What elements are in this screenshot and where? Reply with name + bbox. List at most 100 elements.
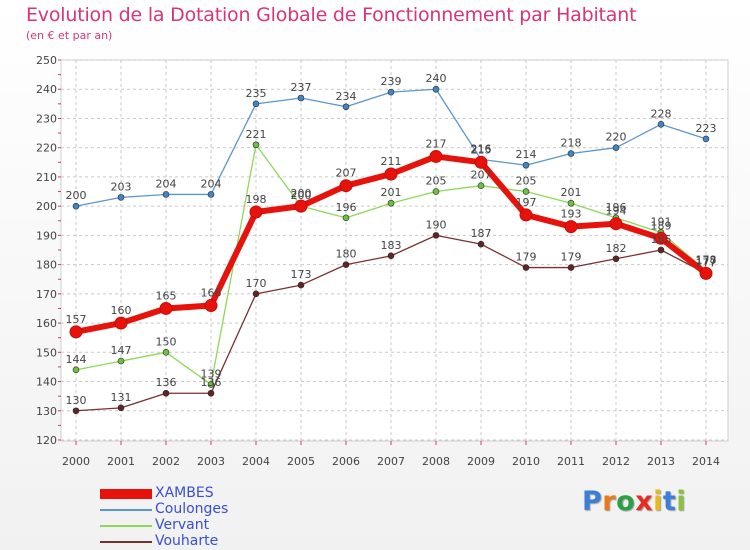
y-tick-label: 200: [36, 200, 57, 213]
x-tick-label: 2006: [332, 455, 360, 468]
data-point-vervant: [522, 188, 530, 195]
data-label-coulonges: 220: [606, 131, 627, 144]
data-label-vouharte: 136: [156, 376, 177, 389]
data-label-xambes: 189: [651, 219, 672, 232]
data-point-vouharte: [657, 246, 665, 254]
data-point-vouharte: [162, 389, 170, 397]
data-point-vervant: [342, 214, 350, 222]
data-label-vouharte: 183: [381, 239, 402, 252]
data-label-coulonges: 214: [516, 148, 537, 161]
legend-label: XAMBES: [155, 485, 214, 501]
data-label-xambes: 157: [66, 313, 87, 326]
data-label-coulonges: 235: [246, 87, 267, 100]
y-tick-label: 130: [36, 405, 57, 418]
legend: XAMBES Coulonges Vervant Vouharte: [100, 485, 300, 550]
data-point-vervant: [72, 366, 80, 374]
data-point-vervant: [117, 357, 125, 365]
data-label-coulonges: 204: [201, 177, 222, 190]
data-point-vouharte: [342, 261, 350, 268]
legend-swatch: [100, 540, 152, 544]
data-point-vouharte: [567, 264, 575, 271]
data-point-coulonges: [162, 191, 170, 198]
data-label-vervant: 205: [426, 175, 447, 188]
data-point-coulonges: [567, 150, 575, 157]
data-label-vervant: 147: [111, 344, 132, 357]
data-label-coulonges: 239: [381, 75, 402, 88]
data-label-vervant: 144: [66, 353, 87, 366]
data-point-vervant: [252, 141, 260, 149]
data-point-xambes: [609, 217, 623, 231]
legend-swatch: [100, 524, 152, 528]
data-point-coulonges: [207, 191, 215, 198]
data-point-xambes: [204, 299, 218, 313]
data-label-coulonges: 216: [471, 142, 492, 155]
legend-swatch: [100, 508, 152, 512]
data-point-vouharte: [387, 252, 395, 260]
y-tick-label: 230: [36, 112, 57, 125]
data-label-xambes: 207: [336, 167, 357, 180]
data-point-xambes: [519, 208, 533, 222]
data-point-xambes: [249, 205, 263, 219]
y-tick-label: 210: [36, 171, 57, 184]
data-point-vouharte: [117, 404, 125, 412]
x-axis: 2000 2001 2002 2003 2004 2005 2006 2007 2008 2009…: [62, 441, 720, 468]
data-label-vouharte: 187: [471, 227, 492, 240]
data-label-xambes: 200: [291, 187, 312, 200]
data-label-vervant: 205: [516, 175, 537, 188]
data-point-xambes: [69, 325, 83, 339]
data-label-coulonges: 200: [66, 189, 87, 202]
data-label-coulonges: 228: [651, 107, 672, 120]
data-point-vouharte: [72, 407, 80, 415]
data-label-vouharte: 182: [606, 242, 627, 255]
legend-label: Coulonges: [155, 501, 229, 517]
data-label-vouharte: 173: [291, 268, 312, 281]
data-label-vouharte: 179: [561, 251, 582, 264]
data-point-xambes: [699, 266, 713, 280]
x-tick-label: 2010: [512, 455, 540, 468]
legend-item-coulonges: Coulonges: [100, 501, 300, 518]
data-point-xambes: [564, 220, 578, 234]
data-label-vervant: 221: [246, 128, 267, 141]
data-label-vervant: 196: [606, 201, 627, 214]
data-label-vervant: 201: [561, 186, 582, 199]
data-label-vouharte: 136: [201, 376, 222, 389]
data-point-xambes: [339, 179, 353, 193]
data-point-coulonges: [297, 94, 305, 102]
y-tick-label: 120: [36, 434, 57, 447]
x-tick-label: 2000: [62, 455, 90, 468]
y-tick-label: 220: [36, 142, 57, 155]
y-tick-label: 240: [36, 83, 57, 96]
data-label-coulonges: 237: [291, 81, 312, 94]
logo-letter: P: [582, 486, 603, 517]
data-label-xambes: 165: [156, 289, 177, 302]
data-point-vervant: [387, 199, 395, 207]
data-point-xambes: [159, 301, 173, 315]
y-tick-label: 150: [36, 346, 57, 359]
data-label-xambes: 177: [696, 254, 717, 267]
x-tick-label: 2004: [242, 455, 270, 468]
logo-letter: o: [616, 486, 636, 517]
data-point-vouharte: [207, 389, 215, 397]
data-label-xambes: 217: [426, 137, 447, 150]
data-point-xambes: [294, 199, 308, 213]
x-tick-label: 2007: [377, 455, 405, 468]
data-label-vervant: 207: [471, 169, 492, 182]
data-point-vouharte: [477, 240, 485, 248]
data-point-coulonges: [657, 121, 665, 128]
series-group: [69, 85, 713, 415]
plot-area: [60, 59, 729, 442]
data-point-coulonges: [702, 135, 710, 143]
data-label-xambes: 197: [516, 196, 537, 209]
legend-swatch: [100, 489, 152, 499]
x-tick-label: 2012: [602, 455, 630, 468]
y-tick-label: 190: [36, 229, 57, 242]
data-point-coulonges: [117, 194, 125, 201]
legend-label: Vervant: [155, 517, 210, 533]
data-label-xambes: 194: [606, 205, 627, 218]
data-label-xambes: 198: [246, 193, 267, 206]
x-tick-label: 2011: [557, 455, 585, 468]
x-tick-label: 2014: [692, 455, 720, 468]
data-label-vouharte: 190: [426, 218, 447, 231]
data-label-vervant: 139: [201, 367, 222, 380]
